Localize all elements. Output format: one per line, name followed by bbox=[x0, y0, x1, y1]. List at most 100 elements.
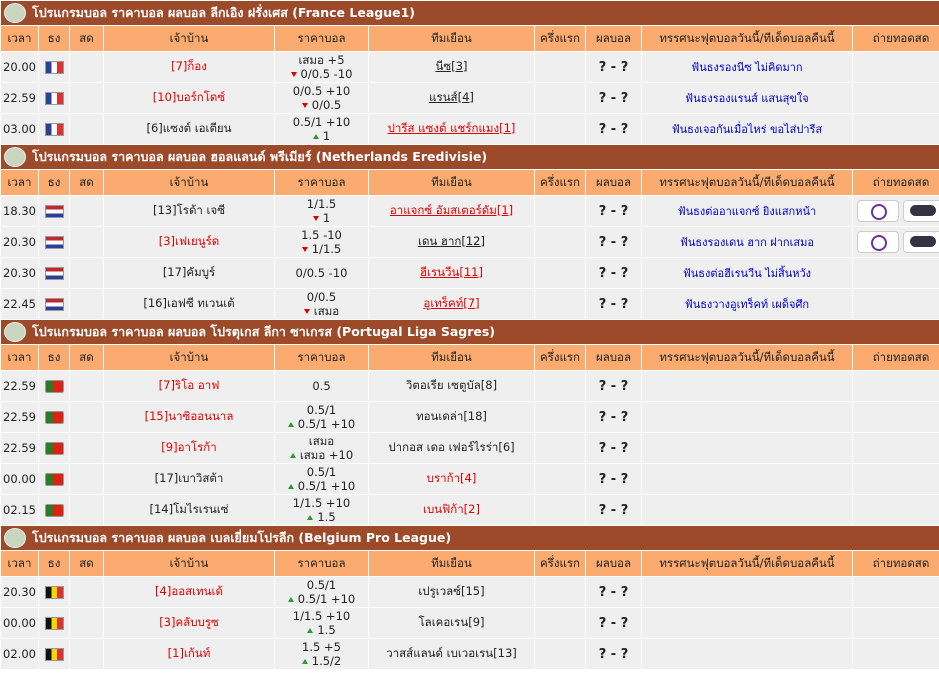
odds-line: 1.5 -10 bbox=[301, 228, 342, 242]
home-cell: [7]ก็อง bbox=[104, 52, 274, 82]
tv-cell bbox=[853, 114, 939, 144]
odds-line: 0.5/1 +10 bbox=[292, 115, 351, 129]
away-team[interactable]: วาสส์แลนด์ เบเวอเรน[13] bbox=[386, 646, 517, 660]
away-team[interactable]: วิตอเรีย เซตูบัล[8] bbox=[405, 378, 498, 392]
home-team[interactable]: [16]เอฟซี ทเวนเต้ bbox=[143, 296, 235, 310]
away-team[interactable]: อูเทร็คท์[7] bbox=[423, 296, 480, 310]
home-team[interactable]: [7]ริโอ อาฟ bbox=[158, 378, 220, 392]
away-cell: ปารีส แซงต์ แชร์กแมง[1] bbox=[369, 114, 534, 144]
home-team[interactable]: [7]ก็อง bbox=[171, 59, 207, 73]
odds-line: เสมอ bbox=[308, 434, 335, 448]
home-cell: [1]เก้นท์ bbox=[104, 639, 274, 669]
column-label: ทรรศนะฟุตบอลวันนี้/ทีเด็ดบอลคืนนี้ bbox=[642, 26, 852, 51]
column-label: ถ่ายทอดสด bbox=[853, 345, 939, 370]
odds-arrow bbox=[312, 134, 319, 139]
away-team[interactable]: ทอนเดล่า[18] bbox=[416, 409, 487, 423]
home-team[interactable]: [17]เบาวิสต้า bbox=[154, 471, 224, 485]
match-row: 22.59 [7]ริโอ อาฟ 0.5 วิตอเรีย เซตูบัล[8] ? … bbox=[1, 371, 939, 401]
match-row: 22.59 [9]อาโรก้า เสมอ เสมอ +10 ปากอส เดอ เฟอ… bbox=[1, 433, 939, 463]
away-team[interactable]: เปรูเวลซ์[15] bbox=[418, 584, 485, 598]
flag-cell bbox=[39, 114, 69, 144]
flag-cell bbox=[39, 495, 69, 525]
flag-cell bbox=[39, 227, 69, 257]
home-team[interactable]: [14]โมไรเรนเซ่ bbox=[149, 502, 229, 516]
odds-line: 0/0.5 bbox=[275, 98, 368, 112]
odds-value: 0.5/1 +10 bbox=[297, 592, 356, 606]
home-team[interactable]: [9]อาโรก้า bbox=[161, 440, 217, 454]
away-team[interactable]: แรนส์[4] bbox=[429, 90, 474, 104]
away-team[interactable]: อาแจกซ์ อัมสเตอร์ดัม[1] bbox=[389, 203, 514, 217]
home-team[interactable]: [17]คัมบูร์ bbox=[162, 265, 216, 279]
home-team[interactable]: [3]เฟเยนูร์ด bbox=[158, 234, 220, 248]
away-cell: เบนฟิก้า[2] bbox=[369, 495, 534, 525]
live-cell bbox=[70, 639, 103, 669]
column-label: สด bbox=[70, 26, 103, 51]
odds-value: เสมอ bbox=[313, 304, 340, 318]
odds-arrow bbox=[287, 597, 294, 602]
odds-line: 0/0.5 +10 bbox=[292, 84, 351, 98]
away-team[interactable]: เดน ฮาก[12] bbox=[418, 234, 485, 248]
kickoff-time: 02.15 bbox=[1, 495, 38, 525]
kickoff-time: 00.00 bbox=[1, 608, 38, 638]
kickoff-time: 20.30 bbox=[1, 577, 38, 607]
home-cell: [4]ออสเทนเด้ bbox=[104, 577, 274, 607]
home-cell: [17]เบาวิสต้า bbox=[104, 464, 274, 494]
away-cell: ปากอส เดอ เฟอร์ไรร่า[6] bbox=[369, 433, 534, 463]
away-team[interactable]: ฮีเรนวีน[11] bbox=[420, 265, 483, 279]
home-team[interactable]: [1]เก้นท์ bbox=[167, 646, 211, 660]
odds-line: 1/1.5 bbox=[275, 242, 368, 256]
tip[interactable]: ฟันธงวางอูเทร็คท์ เผด็จศึก bbox=[684, 298, 810, 311]
home-team[interactable]: [10]บอร์กโดซ์ bbox=[152, 90, 226, 104]
odds-line: 1 bbox=[275, 129, 368, 143]
tip[interactable]: ฟันธงเจอกันเมื่อไหร่ ขอไส่ปารีส bbox=[671, 123, 823, 136]
home-team[interactable]: [3]คลับบรูซ bbox=[159, 615, 219, 629]
league-header: โปรแกรมบอล ราคาบอล ผลบอล ลีกเอิง ฝรั่งเศ… bbox=[1, 1, 939, 25]
away-cell: อูเทร็คท์[7] bbox=[369, 289, 534, 319]
live-cell bbox=[70, 495, 103, 525]
odds-line: เสมอ bbox=[275, 304, 368, 318]
tip[interactable]: ฟันธงรองนีซ ไม่คิดมาก bbox=[691, 61, 803, 74]
column-label: ถ่ายทอดสด bbox=[853, 551, 939, 576]
country-flag bbox=[44, 123, 64, 136]
tv-cell bbox=[853, 577, 939, 607]
league-logo bbox=[4, 528, 26, 549]
league-header: โปรแกรมบอล ราคาบอล ผลบอล โปรตุเกส ลีกา ซ… bbox=[1, 320, 939, 344]
away-team[interactable]: นีซ[3] bbox=[435, 59, 468, 73]
tip[interactable]: ฟันธงต่ออาแจกซ์ ยิงแสกหน้า bbox=[677, 205, 817, 218]
odds-arrow bbox=[287, 484, 294, 489]
half-time-cell bbox=[535, 258, 585, 288]
odds-line: 1.5 bbox=[275, 623, 368, 637]
odds-line: 0/0.5 bbox=[306, 290, 337, 304]
tip[interactable]: ฟันธงรองแรนส์ แสนสุขใจ bbox=[685, 92, 809, 105]
column-header: เวลา ธง สด เจ้าบ้าน ราคาบอล ทีมเยือน ครึ่งแรกผ… bbox=[1, 345, 939, 370]
odds-cell: 0.5/1 +10 1 bbox=[275, 114, 368, 144]
column-label: ธง bbox=[39, 345, 69, 370]
odds-value: 0.5/1 +10 bbox=[297, 417, 356, 431]
away-team[interactable]: ปากอส เดอ เฟอร์ไรร่า[6] bbox=[388, 440, 515, 454]
match-row: 20.30 [17]คัมบูร์ 0/0.5 -10 ฮีเรนวีน[11] ? -… bbox=[1, 258, 939, 288]
home-team[interactable]: [6]แซงต์ เอเตียน bbox=[146, 121, 232, 135]
flag-cell bbox=[39, 289, 69, 319]
tv-cell bbox=[853, 495, 939, 525]
odds-line: 1/1.5 +10 bbox=[292, 496, 351, 510]
home-team[interactable]: [13]โรด้า เจซี bbox=[152, 203, 225, 217]
tip[interactable]: ฟันธงรองเดน ฮาก ฝากเสมอ bbox=[680, 236, 814, 249]
half-time-cell bbox=[535, 464, 585, 494]
odds-arrow bbox=[307, 628, 314, 633]
result: ? - ? bbox=[586, 83, 641, 113]
column-label: ครึ่งแรก bbox=[535, 551, 585, 576]
odds-value: 1 bbox=[322, 211, 331, 225]
away-team[interactable]: ปารีส แซงต์ แชร์กแมง[1] bbox=[387, 121, 516, 135]
column-label: ธง bbox=[39, 26, 69, 51]
tip[interactable]: ฟันธงต่อฮีเรนวีน ไม่สิ้นหวัง bbox=[682, 267, 812, 280]
odds-line: 1/1.5 +10 bbox=[292, 609, 351, 623]
away-team[interactable]: โลเคอเรน[9] bbox=[418, 615, 485, 629]
league-title-cell: โปรแกรมบอล ราคาบอล ผลบอล เบลเยี่ยมโปรลีก… bbox=[1, 526, 939, 550]
home-team[interactable]: [4]ออสเทนเด้ bbox=[155, 584, 223, 598]
away-team[interactable]: เบนฟิก้า[2] bbox=[423, 502, 480, 516]
match-row: 03.00 [6]แซงต์ เอเตียน 0.5/1 +10 1 ปารีส แซง… bbox=[1, 114, 939, 144]
away-team[interactable]: บราก้า[4] bbox=[426, 471, 477, 485]
home-team[interactable]: [15]นาซิออนนาล bbox=[144, 409, 234, 423]
odds-arrow bbox=[307, 515, 314, 520]
